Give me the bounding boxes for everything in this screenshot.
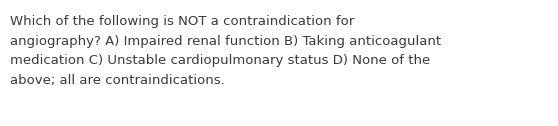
Text: Which of the following is NOT a contraindication for
angiography? A) Impaired re: Which of the following is NOT a contrain… (10, 15, 441, 87)
